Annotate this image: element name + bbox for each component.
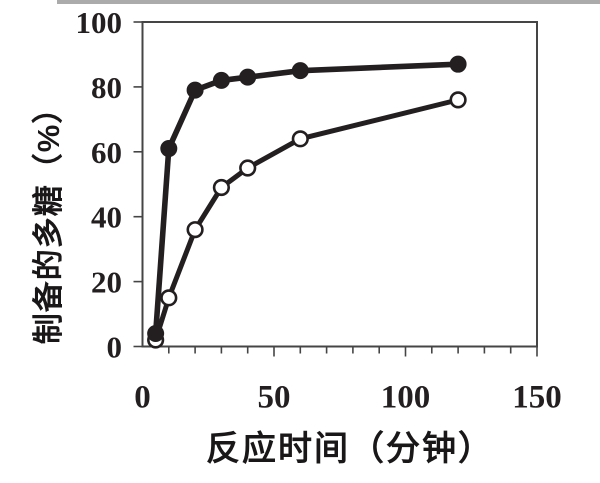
y-tick-label: 60 [91, 135, 122, 170]
plot-frame [141, 21, 538, 348]
solid-circle-series-point [147, 325, 165, 343]
y-axis-title: 制备的多糖（%） [31, 92, 66, 345]
solid-circle-series-line [152, 61, 461, 337]
x-tick-label: 100 [381, 380, 431, 416]
open-circle-series-point [186, 221, 204, 239]
open-circle-series-point [291, 130, 309, 148]
y-tick-label: 40 [91, 200, 122, 235]
open-circle-series-point [239, 159, 257, 177]
x-axis-title: 反应时间（分钟） [206, 429, 494, 468]
x-tick-label: 150 [512, 380, 562, 416]
solid-circle-series-point [291, 62, 309, 80]
open-circle-series-point [160, 289, 178, 307]
solid-circle-series-point [212, 71, 230, 89]
open-circle-series-point [212, 178, 230, 197]
y-tick-label: 20 [91, 265, 122, 300]
y-tick-label: 100 [76, 5, 123, 40]
y-tick-label: 80 [91, 70, 122, 105]
solid-circle-series-point [449, 55, 467, 73]
solid-circle-series-point [186, 81, 204, 99]
solid-circle-series-point [239, 68, 257, 86]
y-tick-label: 0 [107, 330, 123, 365]
open-circle-series-point [449, 91, 467, 109]
x-tick-label: 0 [134, 380, 151, 416]
solid-circle-series-point [160, 140, 178, 158]
x-tick-label: 50 [258, 380, 291, 416]
scan-artifact-line [57, 0, 600, 4]
plot-area: 0 50 100 150 0 20 40 60 80 100 [76, 5, 562, 416]
